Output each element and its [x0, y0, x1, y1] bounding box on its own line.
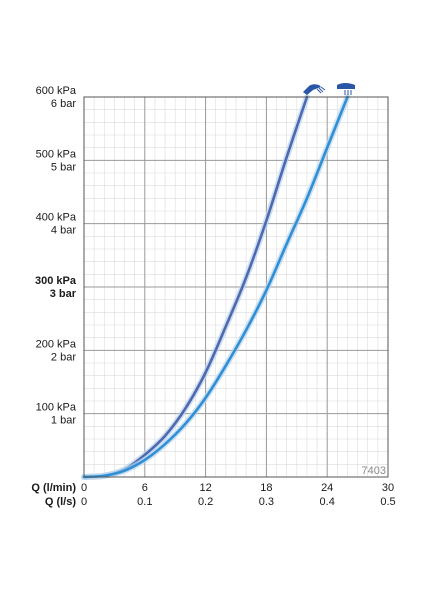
y-tick-label-kpa: 300 kPa [35, 275, 77, 287]
x-axis-title-primary: Q (l/min) [31, 482, 76, 494]
y-tick-label-kpa: 200 kPa [36, 338, 77, 350]
plot-border [83, 96, 389, 478]
overhead-shower-icon [337, 83, 355, 95]
x-tick-label-ls: 0.4 [320, 496, 335, 508]
x-tick-label-lmin: 18 [260, 482, 272, 494]
x-tick-label-ls: 0.1 [137, 496, 152, 508]
series-layer [81, 94, 351, 480]
x-tick-label-ls: 0 [81, 496, 87, 508]
y-tick-label-kpa: 400 kPa [36, 212, 77, 224]
y-tick-label-bar: 1 bar [51, 415, 76, 427]
y-tick-label-kpa: 100 kPa [36, 402, 77, 414]
x-tick-label-lmin: 0 [81, 482, 87, 494]
y-tick-label-bar: 4 bar [51, 225, 76, 237]
x-tick-label-ls: 0.5 [380, 496, 395, 508]
hand-shower-icon [303, 84, 326, 95]
x-tick-label-lmin: 6 [142, 482, 148, 494]
y-tick-label-bar: 2 bar [51, 351, 76, 363]
x-tick-label-lmin: 30 [382, 482, 394, 494]
x-tick-label-ls: 0.2 [198, 496, 213, 508]
x-tick-label-ls: 0.3 [259, 496, 274, 508]
x-axis-labels: 0 0 6 0.1 12 0.2 18 0.3 24 0.4 30 0.5 [81, 482, 396, 508]
y-tick-label-bar: 5 bar [51, 161, 76, 173]
series-line-2 [82, 95, 349, 479]
y-tick-label-kpa: 500 kPa [36, 148, 77, 160]
y-tick-label-bar: 3 bar [50, 288, 77, 300]
y-tick-label-bar: 6 bar [51, 98, 76, 110]
x-tick-label-lmin: 24 [321, 482, 333, 494]
x-axis-title-secondary: Q (l/s) [45, 496, 77, 508]
code-label: 7403 [362, 465, 386, 477]
x-tick-label-lmin: 12 [199, 482, 211, 494]
y-tick-label-kpa: 600 kPa [36, 85, 77, 97]
